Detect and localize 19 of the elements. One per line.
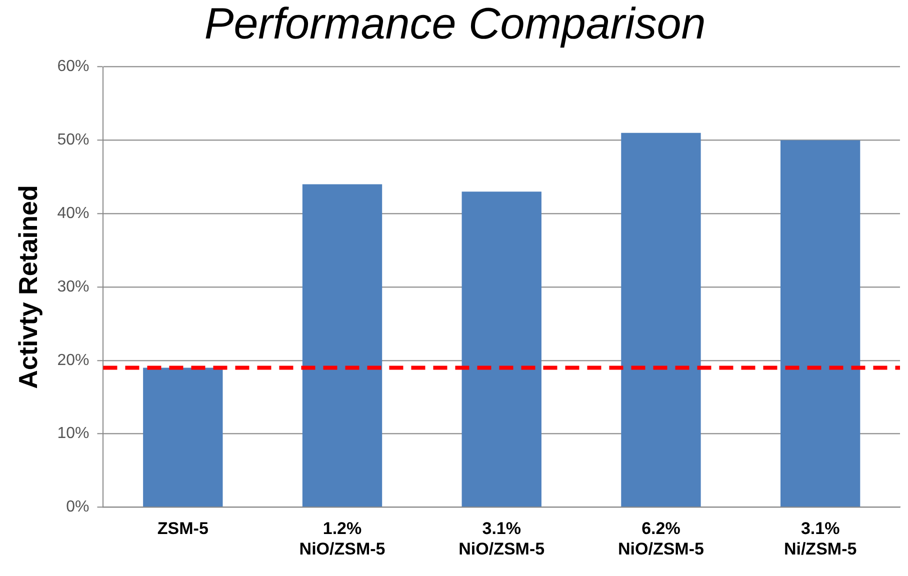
y-tick-label: 20%	[57, 352, 90, 369]
y-tick-label: 50%	[57, 132, 90, 149]
y-tick-label: 10%	[57, 425, 90, 442]
x-tick-label: 3.1% NiO/ZSM-5	[458, 519, 545, 558]
y-tick-label: 0%	[66, 498, 90, 516]
x-tick-label: 6.2% NiO/ZSM-5	[618, 519, 704, 558]
y-tick-label: 30%	[57, 278, 90, 296]
x-tick-label: ZSM-5	[157, 519, 208, 538]
y-tick-label: 40%	[57, 205, 90, 222]
bar	[780, 140, 860, 507]
bar	[302, 184, 382, 507]
y-axis-title: Activty Retained	[12, 185, 43, 389]
chart-title: Performance Comparison	[204, 0, 706, 49]
x-tick-label: 1.2% NiO/ZSM-5	[299, 519, 386, 558]
bar	[143, 368, 223, 507]
bar	[621, 132, 701, 507]
y-tick-label: 60%	[57, 58, 90, 76]
x-tick-label: 3.1% Ni/ZSM-5	[784, 519, 857, 558]
bar	[462, 192, 542, 507]
